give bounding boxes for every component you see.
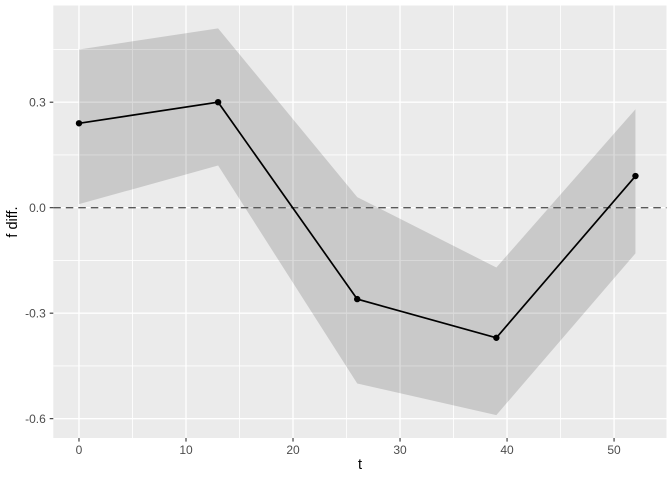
x-tick-label: 50	[607, 443, 621, 457]
x-tick-label: 20	[286, 443, 300, 457]
x-tick-label: 40	[500, 443, 514, 457]
data-point	[632, 172, 639, 180]
data-point	[214, 98, 222, 106]
y-tick-label: 0.0	[29, 201, 46, 215]
y-tick-label: 0.3	[29, 95, 46, 109]
y-tick-label: -0.6	[25, 412, 46, 426]
x-tick-label: 0	[76, 443, 83, 457]
confidence-ribbon	[78, 28, 636, 416]
x-tick-label: 10	[179, 443, 193, 457]
data-point	[354, 295, 361, 303]
y-tick-label: -0.3	[25, 306, 46, 320]
x-axis-title: t	[357, 457, 363, 473]
y-axis-title: f diff.	[5, 206, 21, 238]
data-point	[493, 334, 500, 341]
x-tick-label: 30	[393, 443, 407, 457]
data-point	[75, 120, 83, 127]
